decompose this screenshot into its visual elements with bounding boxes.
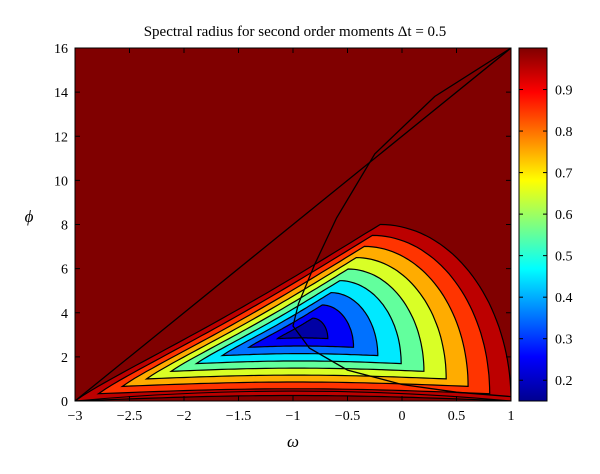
colorbar-tick-label: 0.2 [555,374,573,389]
colorbar-tick-label: 0.3 [555,333,573,348]
y-tick-label: 4 [61,307,68,322]
x-axis-label: ω [287,432,299,451]
y-tick-label: 0 [61,395,68,410]
colorbar-tick-label: 0.8 [555,125,573,140]
y-tick-label: 14 [54,86,68,101]
colorbar-tick-label: 0.9 [555,84,573,99]
colorbar-ticks: 0.2 0.3 0.4 0.5 0.6 0.7 0.8 0.9 [519,84,573,389]
colorbar: 0.2 0.3 0.4 0.5 0.6 0.7 0.8 0.9 [518,47,573,402]
overlay-curves [75,48,511,401]
colorbar-tick-label: 0.4 [555,291,573,306]
lower-boundary-curve [75,390,511,401]
colorbar-tick-label: 0.7 [555,167,573,182]
x-axis-ticks: −3 −2.5 −2 −1.5 −1 −0.5 0 0.5 1 [68,48,515,424]
x-tick-label: 0 [399,409,406,424]
x-tick-label: −3 [68,409,83,424]
colorbar-gradient [518,47,548,402]
contour-fills [75,223,511,401]
colorbar-tick-label: 0.5 [555,250,573,265]
x-tick-label: −2 [177,409,192,424]
x-tick-label: 1 [508,409,515,424]
y-axis-ticks: 0 2 4 6 8 10 12 14 16 [54,42,511,410]
x-tick-label: −2.5 [117,409,142,424]
colorbar-tick-label: 0.6 [555,208,573,223]
x-tick-label: −1 [286,409,301,424]
x-tick-label: −1.5 [226,409,251,424]
y-tick-label: 16 [54,42,68,57]
chart-title: Spectral radius for second order moments… [144,24,447,40]
y-tick-label: 8 [61,219,68,234]
y-tick-label: 6 [61,263,68,278]
x-tick-label: 0.5 [448,409,466,424]
y-tick-label: 12 [54,130,68,145]
stability-boundary-line [75,48,511,401]
y-tick-label: 2 [61,351,68,366]
y-axis-label: ϕ [25,207,34,226]
x-tick-label: −0.5 [335,409,360,424]
plot-area [74,47,512,402]
y-tick-label: 10 [54,174,68,189]
boundary-curve [292,48,511,398]
